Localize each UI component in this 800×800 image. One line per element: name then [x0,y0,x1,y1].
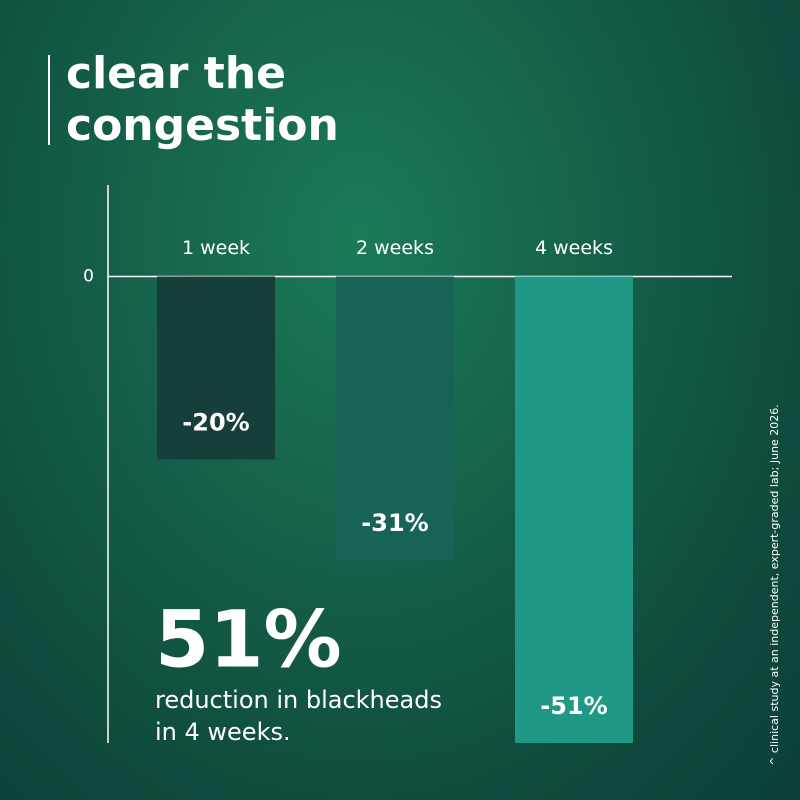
footnote: ^ clinical study at an independent, expe… [768,404,781,766]
y-tick-label: 0 [83,266,94,286]
headline: 51% [155,595,342,685]
x-tick-label: 2 weeks [356,237,434,259]
title-accent [48,55,50,145]
bar [515,276,633,743]
bar [336,276,454,561]
value-label: -51% [540,692,607,720]
chart-title: clear the congestion [66,48,339,151]
value-label: -20% [182,408,249,436]
x-tick-label: 1 week [182,237,250,259]
annotation-line: reduction in blackheads [155,686,442,714]
x-tick-label: 4 weeks [535,237,613,259]
value-label: -31% [361,509,428,537]
bar [157,276,275,460]
annotation-line: in 4 weeks. [155,718,291,746]
